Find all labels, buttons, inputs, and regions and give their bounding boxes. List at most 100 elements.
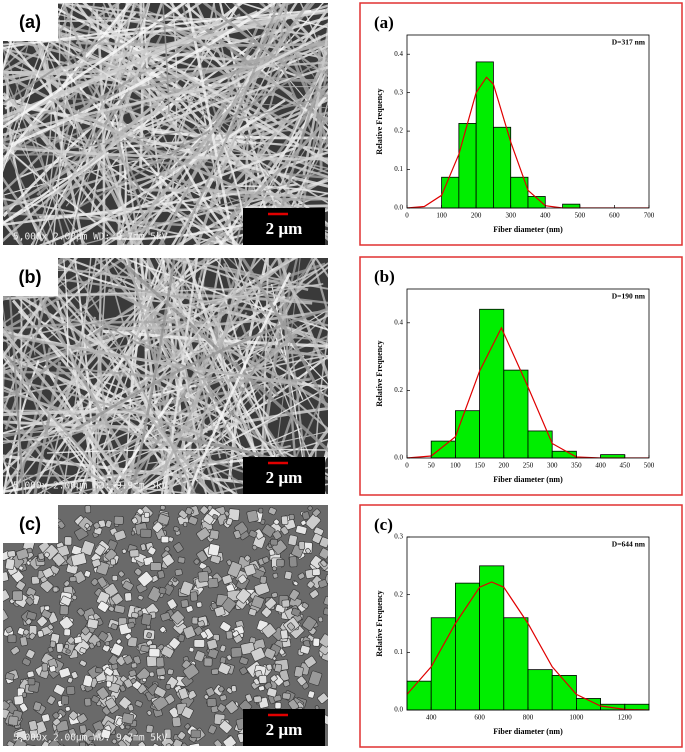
grain (118, 570, 125, 578)
fiber (3, 61, 328, 74)
fiber (218, 132, 249, 245)
grain (97, 576, 108, 588)
grain (188, 515, 199, 526)
grain (110, 623, 118, 631)
grain (253, 581, 270, 596)
fiber (144, 407, 328, 446)
fiber (137, 341, 266, 353)
grain (276, 558, 285, 567)
fiber (276, 258, 328, 381)
fiber (220, 144, 328, 245)
y-tick-label: 0.1 (394, 648, 403, 656)
grain (319, 633, 328, 648)
fiber (235, 49, 287, 245)
fiber (38, 147, 295, 245)
grain (171, 716, 182, 728)
fiber (189, 86, 328, 160)
grain (235, 588, 251, 604)
grain (52, 717, 61, 727)
grain (239, 666, 248, 676)
plot-frame (406, 34, 650, 209)
fiber (141, 438, 328, 494)
fiber (3, 350, 106, 494)
grain (137, 741, 146, 746)
fiber (166, 258, 208, 494)
grain (165, 743, 173, 746)
grain (206, 638, 218, 650)
fiber (132, 386, 328, 494)
grain (127, 621, 136, 629)
fiber (174, 269, 317, 320)
grain (261, 623, 277, 639)
grain (189, 591, 198, 602)
x-tick-label: 1200 (618, 714, 633, 722)
bar (493, 126, 512, 209)
panel-border (359, 2, 683, 246)
grain (183, 521, 188, 527)
grain (96, 641, 102, 647)
grain (146, 632, 152, 639)
grain (110, 642, 124, 657)
grain (288, 589, 300, 601)
panel-label: (a) (374, 13, 394, 32)
grain (160, 645, 175, 659)
y-tick-label: 0.2 (394, 127, 403, 135)
x-tick-label: 500 (575, 212, 586, 220)
fiber (41, 3, 149, 245)
grain (205, 687, 215, 697)
bar (475, 61, 494, 209)
grain (27, 678, 36, 686)
grain (67, 636, 75, 645)
grain (60, 695, 70, 705)
grain (302, 615, 317, 632)
grain (83, 570, 91, 578)
fiber (90, 3, 135, 217)
fiber (110, 3, 164, 148)
grain (152, 521, 164, 533)
grain (140, 528, 152, 538)
grain (295, 525, 308, 535)
grain (287, 534, 298, 546)
grain (116, 638, 122, 645)
grain (222, 735, 237, 746)
grain (63, 628, 71, 637)
grain (273, 518, 280, 526)
fiber (3, 460, 52, 494)
bar (454, 582, 480, 711)
grain (123, 678, 133, 689)
y-axis-title: Relative Frequency (375, 340, 384, 406)
x-tick-label: 300 (505, 212, 516, 220)
grain (88, 642, 95, 650)
grain (41, 662, 49, 672)
grain (160, 612, 171, 622)
grain (57, 520, 66, 529)
fiber (3, 9, 326, 46)
grain (49, 665, 57, 673)
fiber (88, 324, 303, 494)
grain (122, 580, 134, 592)
grain (43, 605, 50, 611)
grain (125, 724, 131, 730)
grain (251, 595, 265, 609)
grain (124, 592, 133, 602)
grain (47, 646, 54, 653)
fiber (182, 164, 240, 245)
grain (97, 600, 110, 613)
grain (226, 517, 233, 526)
grain (174, 568, 183, 576)
grain (22, 628, 30, 636)
grain (105, 520, 113, 528)
grain (40, 740, 51, 746)
fiber (302, 19, 328, 176)
grain (3, 700, 11, 712)
fiber (3, 333, 297, 386)
fiber (119, 309, 328, 330)
fiber (232, 3, 328, 78)
grain (209, 529, 220, 540)
bar (406, 680, 432, 711)
grain (140, 543, 147, 551)
y-tick-label: 0.3 (394, 88, 403, 96)
grain (231, 685, 237, 693)
fiber (3, 284, 319, 300)
fiber (133, 355, 328, 494)
